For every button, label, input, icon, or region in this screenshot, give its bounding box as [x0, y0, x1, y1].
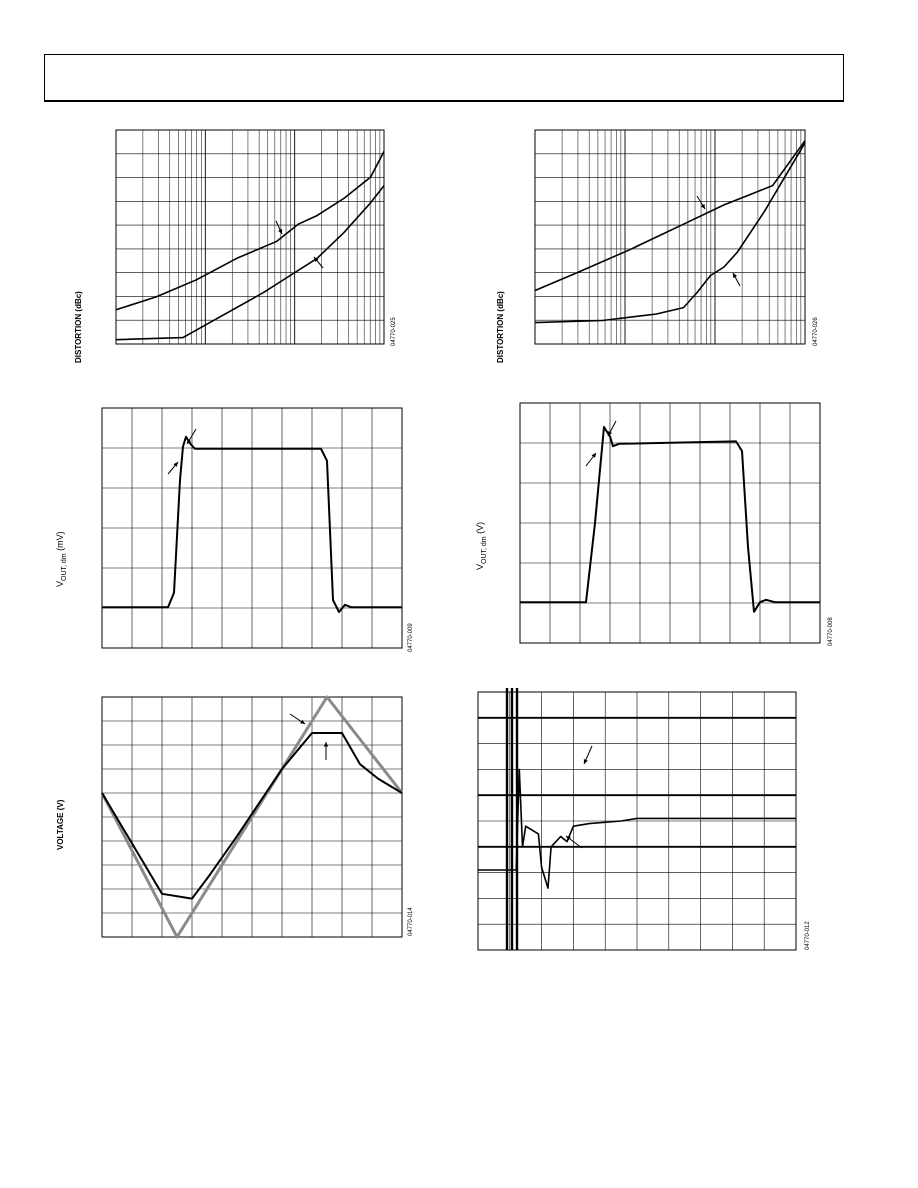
pulse-trace — [520, 426, 820, 613]
annotation-arrow-head — [278, 229, 283, 234]
plot-frame — [534, 129, 806, 345]
series-line-0 — [115, 151, 385, 311]
y-axis-label: DISTORTION (dBc) — [74, 291, 83, 363]
settling-trace — [478, 768, 796, 889]
settling-time-chart-svg: 04770-012 — [477, 688, 811, 951]
figure-id: 04770-025 — [391, 317, 397, 346]
series-line-1 — [534, 142, 806, 324]
annotation-arrow-head — [566, 836, 571, 841]
page-header-box — [44, 54, 844, 102]
annotation-arrow-head — [314, 257, 319, 262]
annotation-arrow-head — [187, 439, 192, 444]
settling-time-chart: 04770-012 — [470, 688, 830, 954]
pulse-response-chart-2-svg: VOUT, dm (V) 04770-008 — [475, 402, 834, 646]
y-axis-label: VOUT, dm (V) — [475, 522, 488, 570]
y-axis-label: DISTORTION (dBc) — [496, 291, 505, 363]
voltage-clipping-chart: VOLTAGE (V) 04770-014 — [50, 692, 414, 942]
input-waveform — [100, 695, 404, 939]
series-line-1 — [115, 185, 385, 341]
distortion-chart-2: DISTORTION (dBc) 04770-026 — [490, 126, 830, 363]
y-axis-label: VOLTAGE (V) — [56, 799, 65, 850]
annotation-arrow-head — [700, 204, 705, 209]
annotation-arrow-head — [583, 759, 588, 764]
output-waveform — [101, 732, 403, 900]
plot-frame — [115, 129, 385, 345]
annotation-arrow-head — [608, 431, 613, 436]
pulse-trace — [102, 435, 402, 613]
distortion-chart-2-svg: DISTORTION (dBc) 04770-026 — [496, 129, 819, 363]
figure-id: 04770-008 — [828, 617, 834, 646]
annotation-arrow-head — [173, 462, 178, 467]
annotation-arrow-head — [591, 453, 596, 458]
annotation-arrow-head — [300, 719, 305, 724]
distortion-chart-1-svg: DISTORTION (dBc) 04770-025 — [74, 129, 397, 363]
pulse-response-chart-2: VOUT, dm (V) 04770-008 — [470, 398, 834, 650]
figure-id: 04770-014 — [408, 907, 414, 936]
distortion-chart-1: DISTORTION (dBc) 04770-025 — [68, 126, 408, 363]
annotation-arrow-head — [323, 742, 329, 747]
figure-id: 04770-026 — [813, 317, 819, 346]
pulse-response-chart-1: VOUT, dm (mV) 04770-009 — [50, 402, 414, 654]
figure-id: 04770-012 — [805, 921, 811, 950]
voltage-clipping-chart-svg: VOLTAGE (V) 04770-014 — [56, 695, 414, 939]
y-axis-label: VOUT, dm (mV) — [55, 531, 68, 587]
figure-id: 04770-009 — [408, 623, 414, 652]
series-line-0 — [534, 140, 806, 292]
annotation-arrow-head — [733, 273, 738, 278]
pulse-response-chart-1-svg: VOUT, dm (mV) 04770-009 — [55, 407, 414, 652]
